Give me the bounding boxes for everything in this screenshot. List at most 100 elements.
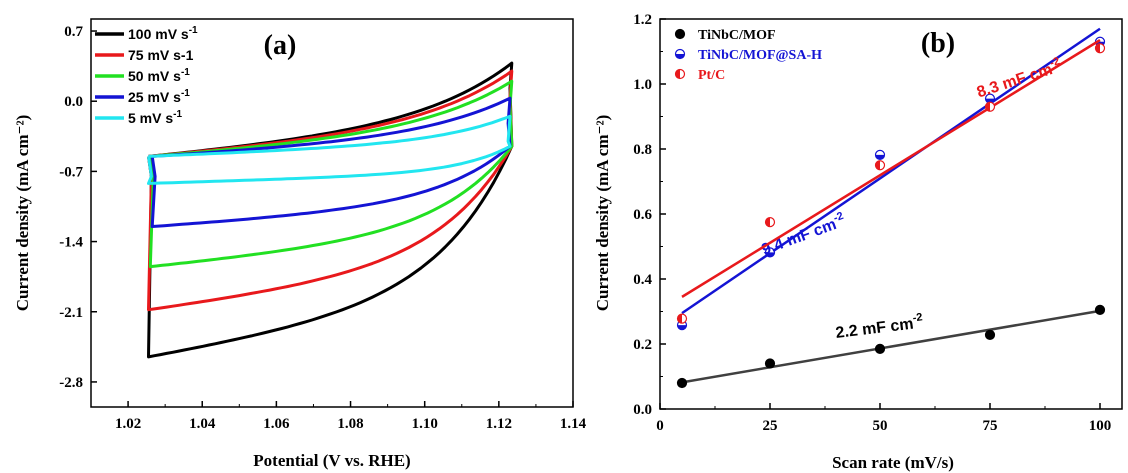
legend-b-marker-2 (674, 68, 686, 80)
legend-a-label-text-4: 5 mV s (128, 110, 173, 126)
legend-b-marker-0 (674, 28, 686, 40)
data-point-0-2 (874, 343, 886, 354)
panel-b-xtick-label: 25 (763, 418, 778, 434)
data-point-2-2-fill (875, 160, 880, 170)
slope-annotation-0: 2.2 mF cm-2 (834, 311, 924, 342)
panel-b-ytick-label: 1.0 (633, 77, 652, 93)
data-point-0-4 (1094, 304, 1106, 315)
data-point-0-3 (984, 329, 996, 340)
cv-curve-2 (148, 79, 514, 269)
legend-b-label-2: Pt/C (698, 68, 725, 83)
panel-a-ytick-label: -2.8 (59, 375, 83, 391)
data-point-0-2-fill (875, 344, 885, 354)
data-point-2-3 (984, 101, 996, 112)
panel-a-ticks: 1.02 1.04 1.06 1.08 1.10 1.12 1.14 0.7 0.0 -0.7 -1… (59, 24, 586, 432)
slope-annotation-2: 8.3 mF cm-2 (974, 55, 1064, 101)
legend-a-label-text-1: 75 mV s-1 (128, 47, 194, 63)
data-point-2-4 (1094, 43, 1106, 54)
panel-a-xtick-label: 1.06 (263, 416, 290, 432)
legend-a-label-3: 25 mV s-1 (128, 88, 190, 105)
panel-b-ytick-label: 1.2 (633, 12, 652, 28)
legend-a-label-text-2: 50 mV s (128, 68, 181, 84)
legend-b-label-1: TiNbC/MOF@SA-H (698, 48, 822, 63)
panel-a-ylabel: Current density (mA cm⁻²) (13, 115, 32, 311)
panel-a-label: (a) (264, 30, 297, 61)
cv-curve-4 (147, 114, 512, 185)
legend-b-marker-2-fill (675, 69, 680, 79)
panel-a-xtick-label: 1.12 (486, 416, 512, 432)
panel-a-xtick-label: 1.14 (560, 416, 587, 432)
panel-a-ytick-label: 0.0 (64, 94, 83, 110)
panel-b-label: (b) (921, 28, 955, 59)
legend-a-label-text-0: 100 mV s (128, 26, 189, 42)
data-point-1-2 (874, 149, 886, 160)
legend-a-label-0: 100 mV s-1 (128, 25, 198, 42)
legend-b-marker-1-fill (675, 54, 685, 59)
data-point-1-0-fill (677, 325, 687, 330)
panel-a-frame (90, 18, 574, 408)
slope-annotation-sup-1: -2 (832, 210, 845, 225)
panel-a-xtick-label: 1.04 (189, 416, 216, 432)
legend-a-label-text-3: 25 mV s (128, 89, 181, 105)
panel-b-ytick-label: 0.2 (633, 337, 652, 353)
panel-a-ytick-label: -0.7 (59, 164, 83, 180)
panel-a-ytick-label: -2.1 (59, 305, 83, 321)
panel-b-ticks: 0 25 50 75 100 0.0 0.2 0.4 0.6 0.8 1.0 1.2 (633, 12, 1111, 434)
legend-a-label-1: 75 mV s-1 (128, 47, 194, 63)
panel-b: 0 25 50 75 100 0.0 0.2 0.4 0.6 0.8 1.0 1.2 2.2 mF c… (593, 12, 1123, 472)
legend-a-label-2: 50 mV s-1 (128, 67, 190, 84)
data-point-0-4-fill (1095, 305, 1105, 315)
data-point-0-0 (676, 377, 688, 389)
panel-a-xtick-label: 1.10 (412, 416, 438, 432)
panel-b-legend: TiNbC/MOF TiNbC/MOF@SA-H Pt/C (674, 28, 822, 83)
fit-line-0 (681, 309, 1101, 384)
slope-annotation-text-0: 2.2 mF cm (835, 316, 915, 342)
data-point-0-0-fill (677, 378, 687, 388)
legend-a-label-sup-4: -1 (173, 109, 182, 120)
panel-b-xtick-label: 75 (983, 418, 998, 434)
panel-b-ytick-label: 0.4 (633, 272, 652, 288)
panel-b-xlabel: Scan rate (mV/s) (832, 453, 954, 472)
data-point-2-0 (676, 313, 688, 324)
panel-b-xtick-label: 50 (873, 418, 888, 434)
slope-annotation-1: 9.4 mF cm-2 (758, 210, 848, 259)
data-point-0-1 (764, 358, 776, 369)
data-point-1-1-fill (765, 252, 775, 257)
fit-line-2 (681, 39, 1101, 298)
panel-b-ylabel: Current density (mA cm⁻²) (593, 115, 612, 311)
panel-a-ytick-label: -1.4 (59, 235, 83, 251)
data-point-1-2-fill (875, 154, 885, 160)
data-point-0-3-fill (985, 330, 995, 340)
data-point-2-3-fill (985, 102, 991, 112)
panel-a-xlabel: Potential (V vs. RHE) (253, 451, 410, 470)
data-point-2-0-fill (677, 314, 682, 324)
data-point-1-3-fill (985, 98, 995, 104)
slope-annotation-sup-0: -2 (912, 311, 923, 324)
data-point-1-1 (764, 247, 776, 258)
panel-a-curves (147, 61, 514, 359)
panel-a-legend: 100 mV s-175 mV s-150 mV s-125 mV s-15 m… (95, 25, 198, 126)
legend-a-label-sup-2: -1 (181, 67, 190, 78)
slope-annotation-text-2: 8.3 mF cm (975, 61, 1055, 101)
slope-annotation-sup-2: -2 (1048, 55, 1061, 69)
cv-curve-3 (150, 96, 512, 228)
data-point-2-4-fill (1095, 43, 1100, 53)
panel-b-ytick-label: 0.6 (633, 207, 652, 223)
data-point-2-1-fill (765, 217, 770, 227)
panel-a-ytick-label: 0.7 (64, 24, 83, 40)
panel-b-xtick-label: 100 (1089, 418, 1112, 434)
legend-a-label-sup-3: -1 (181, 88, 190, 99)
legend-b-label-0: TiNbC/MOF (698, 28, 776, 43)
legend-a-label-4: 5 mV s-1 (128, 109, 182, 126)
panel-b-xtick-label: 0 (656, 418, 664, 434)
fit-line-1 (681, 27, 1101, 315)
panel-a-xtick-label: 1.08 (337, 416, 363, 432)
panel-a-xtick-label: 1.02 (115, 416, 141, 432)
data-point-0-1-fill (765, 359, 775, 368)
panel-b-ytick-label: 0.0 (633, 402, 652, 418)
data-point-2-1 (764, 217, 776, 228)
panel-a: 1.02 1.04 1.06 1.08 1.10 1.12 1.14 0.7 0.0 -0.7 -1… (13, 18, 587, 470)
panel-b-series: 2.2 mF cm-29.4 mF cm-28.3 mF cm-2 (676, 27, 1106, 389)
panel-b-ytick-label: 0.8 (633, 142, 652, 158)
